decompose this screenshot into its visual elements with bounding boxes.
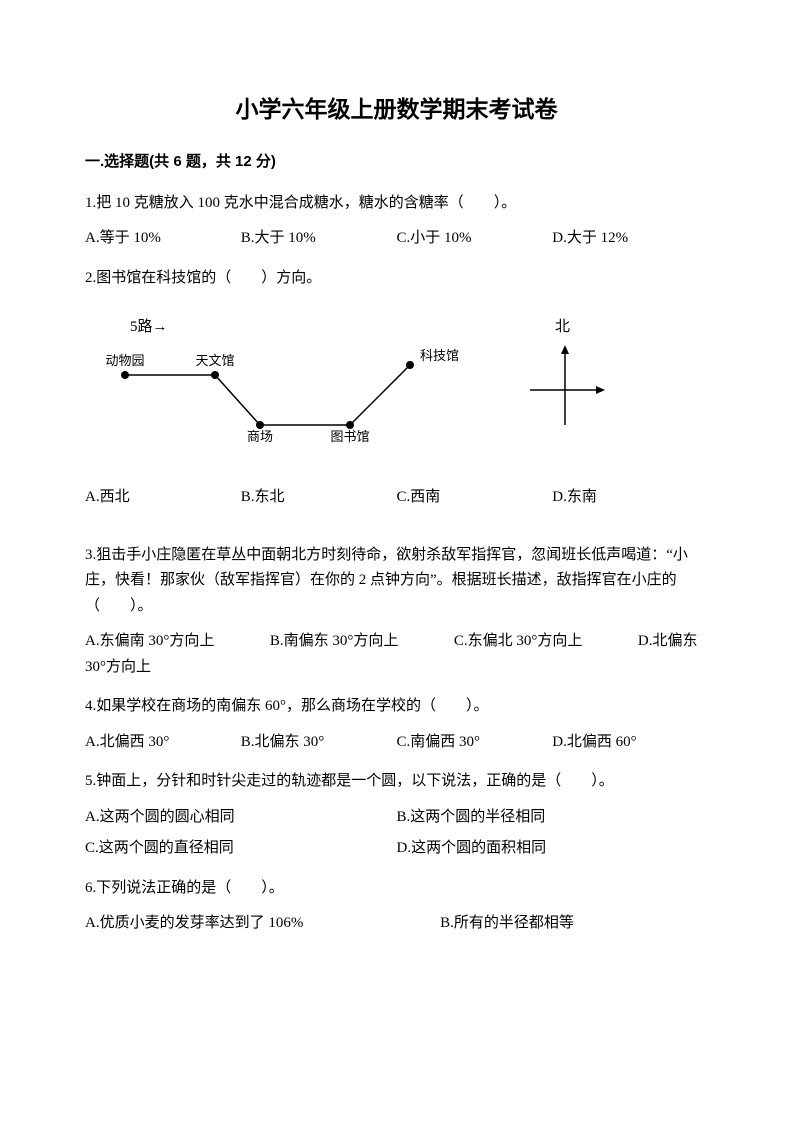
q1-option-b: B.大于 10% — [241, 226, 397, 252]
q2-figure: 5路→ 北 动物园 天文馆 商场 图书馆 科技馆 — [85, 315, 708, 455]
q6-options: A.优质小麦的发芽率达到了 106% B.所有的半径都相等 — [85, 911, 708, 937]
q6-stem: 6.下列说法正确的是（ ）。 — [85, 876, 708, 902]
q5-option-c: C.这两个圆的直径相同 — [85, 836, 397, 862]
q6-option-b: B.所有的半径都相等 — [440, 911, 708, 937]
q3-stem: 3.狙击手小庄隐匿在草丛中面朝北方时刻待命，欲射杀敌军指挥官，忽闻班长低声喝道：… — [85, 543, 708, 620]
q1-option-a: A.等于 10% — [85, 226, 241, 252]
q1-option-d: D.大于 12% — [552, 226, 708, 252]
q2-options: A.西北 B.东北 C.西南 D.东南 — [85, 485, 708, 511]
q1-options: A.等于 10% B.大于 10% C.小于 10% D.大于 12% — [85, 226, 708, 252]
question-2: 2.图书馆在科技馆的（ ）方向。 5路→ 北 动物园 天文馆 商场 — [85, 266, 708, 511]
q3-options: A.东偏南 30°方向上 B.南偏东 30°方向上 C.东偏北 30°方向上 D… — [85, 629, 708, 680]
question-6: 6.下列说法正确的是（ ）。 A.优质小麦的发芽率达到了 106% B.所有的半… — [85, 876, 708, 937]
q4-option-d: D.北偏西 60° — [552, 730, 708, 756]
q5-option-d: D.这两个圆的面积相同 — [397, 836, 709, 862]
q4-options: A.北偏西 30° B.北偏东 30° C.南偏西 30° D.北偏西 60° — [85, 730, 708, 756]
route-map-svg: 动物园 天文馆 商场 图书馆 科技馆 — [100, 335, 460, 455]
q1-stem: 1.把 10 克糖放入 100 克水中混合成糖水，糖水的含糖率（ ）。 — [85, 191, 708, 217]
q1-option-c: C.小于 10% — [397, 226, 553, 252]
section-heading-choice: 一.选择题(共 6 题，共 12 分) — [85, 149, 708, 175]
q5-options-row2: C.这两个圆的直径相同 D.这两个圆的面积相同 — [85, 836, 708, 862]
compass-svg — [520, 340, 610, 430]
q6-option-a: A.优质小麦的发芽率达到了 106% — [85, 911, 440, 937]
q2-option-b: B.东北 — [241, 485, 397, 511]
node-science: 科技馆 — [420, 348, 459, 363]
q3-option-a: A.东偏南 30°方向上 — [85, 633, 214, 649]
exam-page: 小学六年级上册数学期末考试卷 一.选择题(共 6 题，共 12 分) 1.把 1… — [0, 0, 793, 1122]
node-mall: 商场 — [247, 429, 273, 444]
q2-option-c: C.西南 — [397, 485, 553, 511]
q5-options-row1: A.这两个圆的圆心相同 B.这两个圆的半径相同 — [85, 805, 708, 831]
q4-option-b: B.北偏东 30° — [241, 730, 397, 756]
page-title: 小学六年级上册数学期末考试卷 — [85, 90, 708, 129]
q2-option-d: D.东南 — [552, 485, 708, 511]
q3-option-b: B.南偏东 30°方向上 — [270, 633, 399, 649]
question-5: 5.钟面上，分针和时针尖走过的轨迹都是一个圆，以下说法，正确的是（ ）。 A.这… — [85, 769, 708, 862]
node-zoo: 动物园 — [105, 353, 144, 368]
q4-option-c: C.南偏西 30° — [397, 730, 553, 756]
q5-option-a: A.这两个圆的圆心相同 — [85, 805, 397, 831]
q2-stem: 2.图书馆在科技馆的（ ）方向。 — [85, 266, 708, 292]
q2-option-a: A.西北 — [85, 485, 241, 511]
spacer — [85, 525, 708, 543]
node-planetarium: 天文馆 — [195, 353, 234, 368]
question-3: 3.狙击手小庄隐匿在草丛中面朝北方时刻待命，欲射杀敌军指挥官，忽闻班长低声喝道：… — [85, 543, 708, 681]
q3-option-c: C.东偏北 30°方向上 — [454, 633, 583, 649]
q5-stem: 5.钟面上，分针和时针尖走过的轨迹都是一个圆，以下说法，正确的是（ ）。 — [85, 769, 708, 795]
q4-stem: 4.如果学校在商场的南偏东 60°，那么商场在学校的（ ）。 — [85, 694, 708, 720]
question-1: 1.把 10 克糖放入 100 克水中混合成糖水，糖水的含糖率（ ）。 A.等于… — [85, 191, 708, 252]
question-4: 4.如果学校在商场的南偏东 60°，那么商场在学校的（ ）。 A.北偏西 30°… — [85, 694, 708, 755]
north-label: 北 — [555, 315, 570, 341]
q5-option-b: B.这两个圆的半径相同 — [397, 805, 709, 831]
node-library: 图书馆 — [330, 429, 369, 444]
q4-option-a: A.北偏西 30° — [85, 730, 241, 756]
